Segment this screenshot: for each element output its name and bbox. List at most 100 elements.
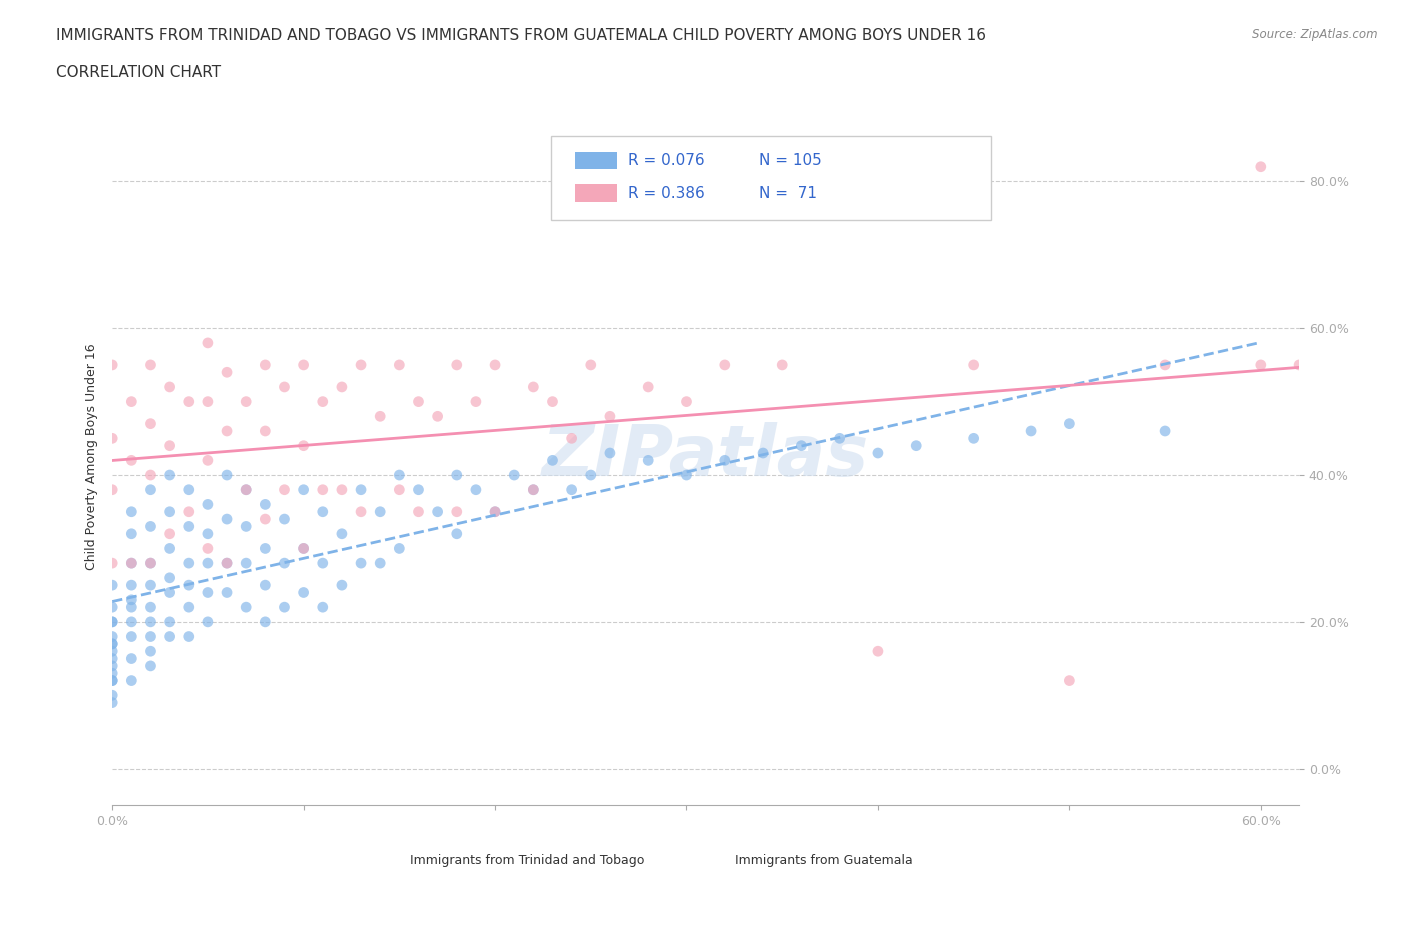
Point [273,600,295,615]
Point [235,519,257,534]
Point [101,556,124,571]
Point [675,468,697,483]
Point [101,651,124,666]
Point [159,379,181,394]
Point [235,556,257,571]
Point [1250,357,1272,372]
Point [408,483,430,498]
Point [637,379,659,394]
Point [561,483,583,498]
Point [1059,417,1081,432]
Point [215,585,238,600]
Point [292,438,315,453]
Point [330,526,353,541]
Point [197,556,219,571]
Point [292,541,315,556]
Point [675,394,697,409]
FancyBboxPatch shape [730,852,751,865]
Point [177,483,200,498]
Point [828,431,851,445]
Point [120,453,142,468]
Point [159,526,181,541]
Point [197,336,219,351]
Point [1250,159,1272,174]
Point [579,468,602,483]
FancyBboxPatch shape [551,136,990,219]
Point [503,468,526,483]
Point [197,615,219,630]
Point [1384,357,1406,372]
Point [101,673,124,688]
Point [101,644,124,658]
Point [446,357,468,372]
Point [1346,336,1368,351]
FancyBboxPatch shape [433,852,454,865]
Point [101,629,124,644]
Point [350,483,373,498]
Point [235,600,257,615]
Point [464,394,486,409]
Point [139,519,162,534]
Text: Immigrants from Guatemala: Immigrants from Guatemala [735,854,914,867]
Text: ZIPatlas: ZIPatlas [541,422,869,491]
Point [350,504,373,519]
Point [159,438,181,453]
Point [388,468,411,483]
Point [177,556,200,571]
Point [139,644,162,658]
Point [101,483,124,498]
Point [426,504,449,519]
Point [561,431,583,445]
Point [446,504,468,519]
Point [101,695,124,710]
Point [752,445,775,460]
Point [484,504,506,519]
Point [330,379,353,394]
Point [235,394,257,409]
Point [254,615,277,630]
Point [446,468,468,483]
Point [215,468,238,483]
Point [312,394,335,409]
Point [368,504,391,519]
Point [177,504,200,519]
Point [292,357,315,372]
Point [197,541,219,556]
Text: R = 0.076: R = 0.076 [628,153,706,167]
Point [713,453,735,468]
Point [522,379,544,394]
Point [197,453,219,468]
Y-axis label: Child Poverty Among Boys Under 16: Child Poverty Among Boys Under 16 [86,343,98,570]
Point [541,453,564,468]
Point [1019,423,1042,438]
Point [292,541,315,556]
Point [579,357,602,372]
Point [215,365,238,379]
Point [292,585,315,600]
Text: IMMIGRANTS FROM TRINIDAD AND TOBAGO VS IMMIGRANTS FROM GUATEMALA CHILD POVERTY A: IMMIGRANTS FROM TRINIDAD AND TOBAGO VS I… [56,28,986,43]
Point [350,556,373,571]
Point [101,615,124,630]
Point [1154,357,1177,372]
Point [254,423,277,438]
Point [1288,357,1310,372]
Point [120,578,142,592]
Point [637,453,659,468]
Point [139,658,162,673]
Point [177,578,200,592]
Text: Immigrants from Trinidad and Tobago: Immigrants from Trinidad and Tobago [411,854,645,867]
Point [963,357,986,372]
Point [254,497,277,512]
Point [522,483,544,498]
Point [101,673,124,688]
Point [120,629,142,644]
Point [101,578,124,592]
Point [292,483,315,498]
Point [120,651,142,666]
Point [197,526,219,541]
Point [139,483,162,498]
Point [139,556,162,571]
Point [120,526,142,541]
Point [139,578,162,592]
Point [139,556,162,571]
